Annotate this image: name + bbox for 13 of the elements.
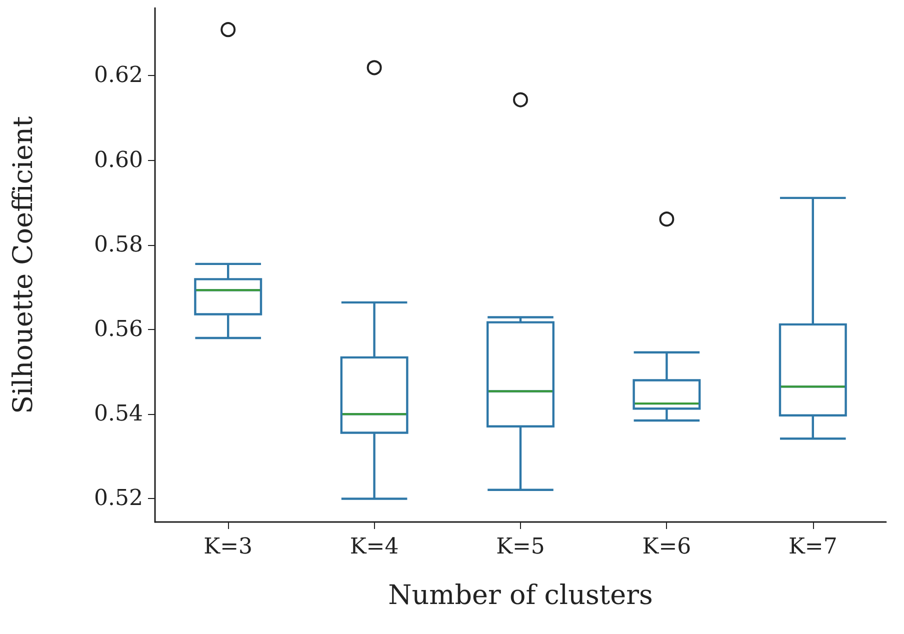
x-axis-title: Number of clusters [388, 580, 653, 611]
y-tick-label: 0.54 [94, 402, 143, 427]
x-tick-label: K=3 [204, 534, 253, 560]
y-tick-label: 0.60 [94, 148, 143, 173]
x-tick-label: K=7 [788, 534, 838, 560]
y-tick-label: 0.52 [94, 486, 143, 512]
y-axis-title: Silhouette Coefficient [8, 116, 39, 414]
y-tick-label: 0.62 [94, 63, 143, 88]
y-tick-label: 0.56 [94, 317, 143, 342]
x-tick-label: K=4 [350, 534, 399, 560]
y-tick-label: 0.58 [94, 232, 143, 258]
x-tick-label: K=6 [642, 534, 692, 560]
x-tick-label: K=5 [496, 534, 545, 560]
